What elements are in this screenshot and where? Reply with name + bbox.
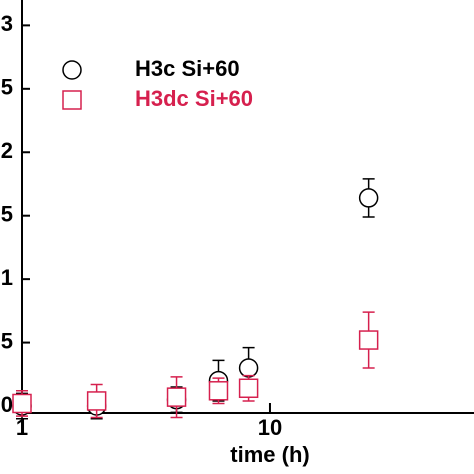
y-tick-label: 1.5 xyxy=(0,202,13,227)
legend-label: H3dc Si+60 xyxy=(135,86,253,111)
legend-marker xyxy=(62,90,82,110)
x-tick-label: 1 xyxy=(16,415,28,440)
point xyxy=(166,387,187,407)
point xyxy=(358,330,379,350)
y-tick-label: 0.5 xyxy=(0,328,13,353)
y-tick-label: 3 xyxy=(1,11,13,36)
point xyxy=(238,378,259,399)
y-tick-label: 1 xyxy=(1,265,13,290)
y-tick-label: 2.5 xyxy=(0,75,13,100)
point xyxy=(358,188,379,208)
point xyxy=(86,391,107,411)
legend-marker xyxy=(62,60,82,80)
point xyxy=(238,358,259,378)
point xyxy=(208,381,229,401)
x-tick-label: 10 xyxy=(258,415,282,440)
y-tick-label: 2 xyxy=(1,138,13,163)
legend-label: H3c Si+60 xyxy=(135,56,240,81)
x-axis-label: time (h) xyxy=(230,442,309,467)
y-tick-label: 0 xyxy=(1,392,13,417)
point xyxy=(12,393,32,414)
